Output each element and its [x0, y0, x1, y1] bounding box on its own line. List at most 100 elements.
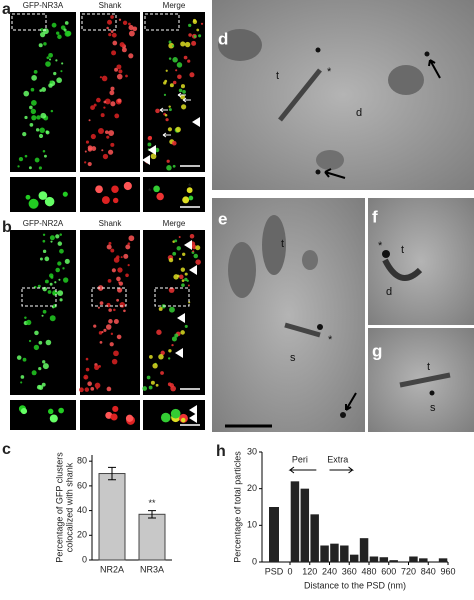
image-header: Merge [163, 1, 186, 10]
image-header: Shank [99, 219, 123, 228]
cluster [103, 106, 106, 109]
cluster [39, 257, 43, 261]
cluster [171, 336, 177, 342]
cluster [110, 30, 114, 33]
bar [290, 481, 300, 562]
cluster [180, 94, 186, 100]
cluster [33, 344, 40, 351]
cluster [55, 267, 60, 273]
cluster [85, 357, 89, 361]
cluster [87, 381, 92, 387]
cluster [183, 55, 188, 60]
cluster [177, 74, 182, 80]
cluster [38, 43, 43, 48]
cluster [125, 273, 129, 278]
cluster [180, 41, 186, 47]
inset-image [80, 177, 140, 212]
cluster [167, 357, 171, 360]
cluster [176, 246, 181, 251]
cluster [123, 309, 126, 313]
cluster [189, 234, 195, 239]
em-label: s [290, 352, 296, 364]
cluster [164, 79, 168, 83]
em-label: d [386, 286, 392, 298]
cluster [178, 88, 183, 93]
image [80, 230, 140, 395]
bar [359, 538, 369, 562]
cluster [116, 334, 122, 340]
cluster [147, 142, 152, 147]
cluster [176, 62, 183, 68]
cluster [44, 256, 50, 262]
cluster [28, 166, 32, 170]
cluster [49, 414, 58, 423]
bar [269, 507, 279, 562]
cluster [123, 181, 132, 191]
cluster [182, 196, 190, 204]
arrowhead [189, 405, 197, 415]
bar [369, 556, 379, 562]
cluster [106, 19, 113, 25]
cluster [146, 375, 151, 380]
cluster [30, 87, 35, 92]
cluster [189, 72, 195, 78]
arrowhead [177, 313, 185, 323]
cluster [158, 306, 163, 311]
cluster [29, 123, 34, 127]
cluster [117, 98, 122, 103]
bar [320, 545, 329, 562]
em-label: t [276, 70, 279, 82]
cluster [121, 47, 127, 53]
bar [330, 543, 339, 562]
x-tick-label: 120 [302, 566, 317, 576]
panel-label: f [372, 207, 378, 226]
cluster [107, 149, 114, 155]
cluster [59, 248, 64, 254]
cluster [176, 274, 180, 278]
cluster [178, 257, 182, 261]
inset-mark: * [148, 186, 152, 196]
cluster [113, 308, 116, 312]
em-label: * [378, 240, 383, 252]
cluster [59, 298, 63, 302]
cluster [160, 412, 171, 423]
cluster [42, 309, 47, 314]
arrow [162, 132, 171, 138]
cluster [142, 386, 148, 391]
cluster [45, 339, 52, 346]
cluster [23, 90, 30, 97]
cluster [180, 267, 186, 272]
cluster [85, 367, 90, 372]
cluster [120, 256, 123, 259]
cluster [64, 21, 69, 25]
cluster [18, 156, 24, 162]
cluster [111, 358, 118, 365]
cluster [93, 103, 97, 107]
cluster [62, 277, 69, 283]
cluster [41, 314, 44, 317]
cluster [103, 100, 107, 104]
cluster [113, 319, 119, 324]
y-tick-label: 40 [77, 505, 87, 515]
cluster [172, 251, 177, 256]
cluster [45, 130, 49, 134]
panel-label: h [216, 443, 226, 460]
cluster [150, 380, 155, 385]
cluster [103, 328, 107, 332]
cluster [31, 115, 37, 121]
cluster [85, 140, 90, 144]
cluster [116, 298, 120, 302]
cluster [31, 75, 37, 81]
cluster [117, 267, 123, 273]
cluster [128, 25, 134, 31]
cluster [38, 385, 44, 390]
cluster [20, 381, 23, 384]
cluster [110, 248, 115, 253]
cluster [193, 35, 197, 38]
cluster [116, 276, 121, 282]
cluster [112, 40, 118, 46]
cluster [182, 90, 186, 94]
bar [300, 488, 310, 562]
arrowhead [189, 413, 197, 423]
cluster [98, 128, 104, 135]
